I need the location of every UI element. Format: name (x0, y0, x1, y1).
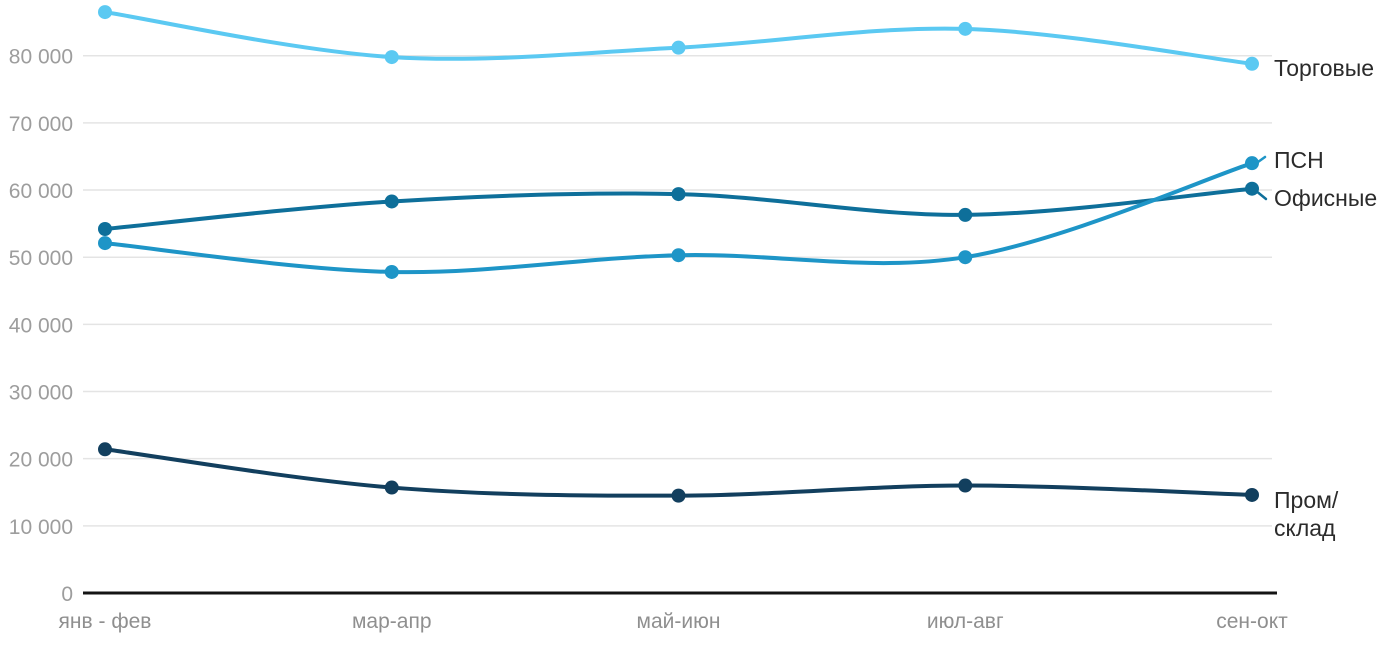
data-point-psn (98, 236, 112, 251)
y-axis-tick-label: 50 000 (9, 247, 73, 270)
series-label-psn: ПСН (1274, 147, 1324, 173)
data-point-prom-sklad (958, 478, 973, 493)
y-axis-tick-label: 30 000 (9, 382, 73, 405)
y-axis-tick-label: 70 000 (9, 113, 73, 136)
data-point-prom-sklad (384, 480, 399, 495)
y-axis-tick-label: 40 000 (9, 314, 73, 337)
y-axis-tick-label: 60 000 (9, 180, 73, 203)
series-label-ofisnye: Офисные (1274, 185, 1378, 211)
data-point-torgovye (98, 5, 112, 20)
data-point-ofisnye (958, 207, 973, 222)
data-point-prom-sklad (671, 488, 686, 503)
x-axis-tick-label: янв - фев (59, 610, 152, 633)
series-label-line-1: Пром/ (1274, 487, 1339, 513)
label-leader-psn (1256, 155, 1267, 164)
data-point-torgovye (958, 21, 973, 36)
data-point-ofisnye (671, 187, 686, 202)
data-point-torgovye (1245, 56, 1259, 71)
series-label-prom-sklad: Пром/ склад (1274, 486, 1338, 542)
x-axis-tick-label: май-июн (637, 610, 721, 633)
data-point-psn (384, 264, 399, 279)
y-axis-tick-label: 80 000 (9, 46, 73, 69)
data-point-ofisnye (1245, 181, 1259, 196)
data-point-torgovye (671, 40, 686, 55)
data-point-ofisnye (98, 222, 112, 236)
x-axis-tick-label: июл-авг (927, 610, 1004, 633)
data-point-prom-sklad (98, 442, 112, 457)
data-point-ofisnye (384, 194, 399, 209)
series-label-line-2: склад (1274, 515, 1336, 541)
x-axis-tick-label: сен-окт (1216, 610, 1288, 633)
y-axis-tick-label: 20 000 (9, 449, 73, 472)
data-point-psn (958, 250, 973, 265)
series-label-torgovye: Торговые (1274, 55, 1375, 81)
y-axis-tick-label: 0 (61, 583, 73, 606)
data-point-prom-sklad (1245, 487, 1259, 502)
data-point-psn (671, 248, 686, 263)
label-leader-ofisnye (1256, 191, 1268, 201)
data-point-psn (1245, 156, 1259, 171)
y-axis-tick-label: 10 000 (9, 516, 73, 539)
data-point-torgovye (384, 50, 399, 65)
x-axis-tick-label: мар-апр (352, 610, 432, 633)
